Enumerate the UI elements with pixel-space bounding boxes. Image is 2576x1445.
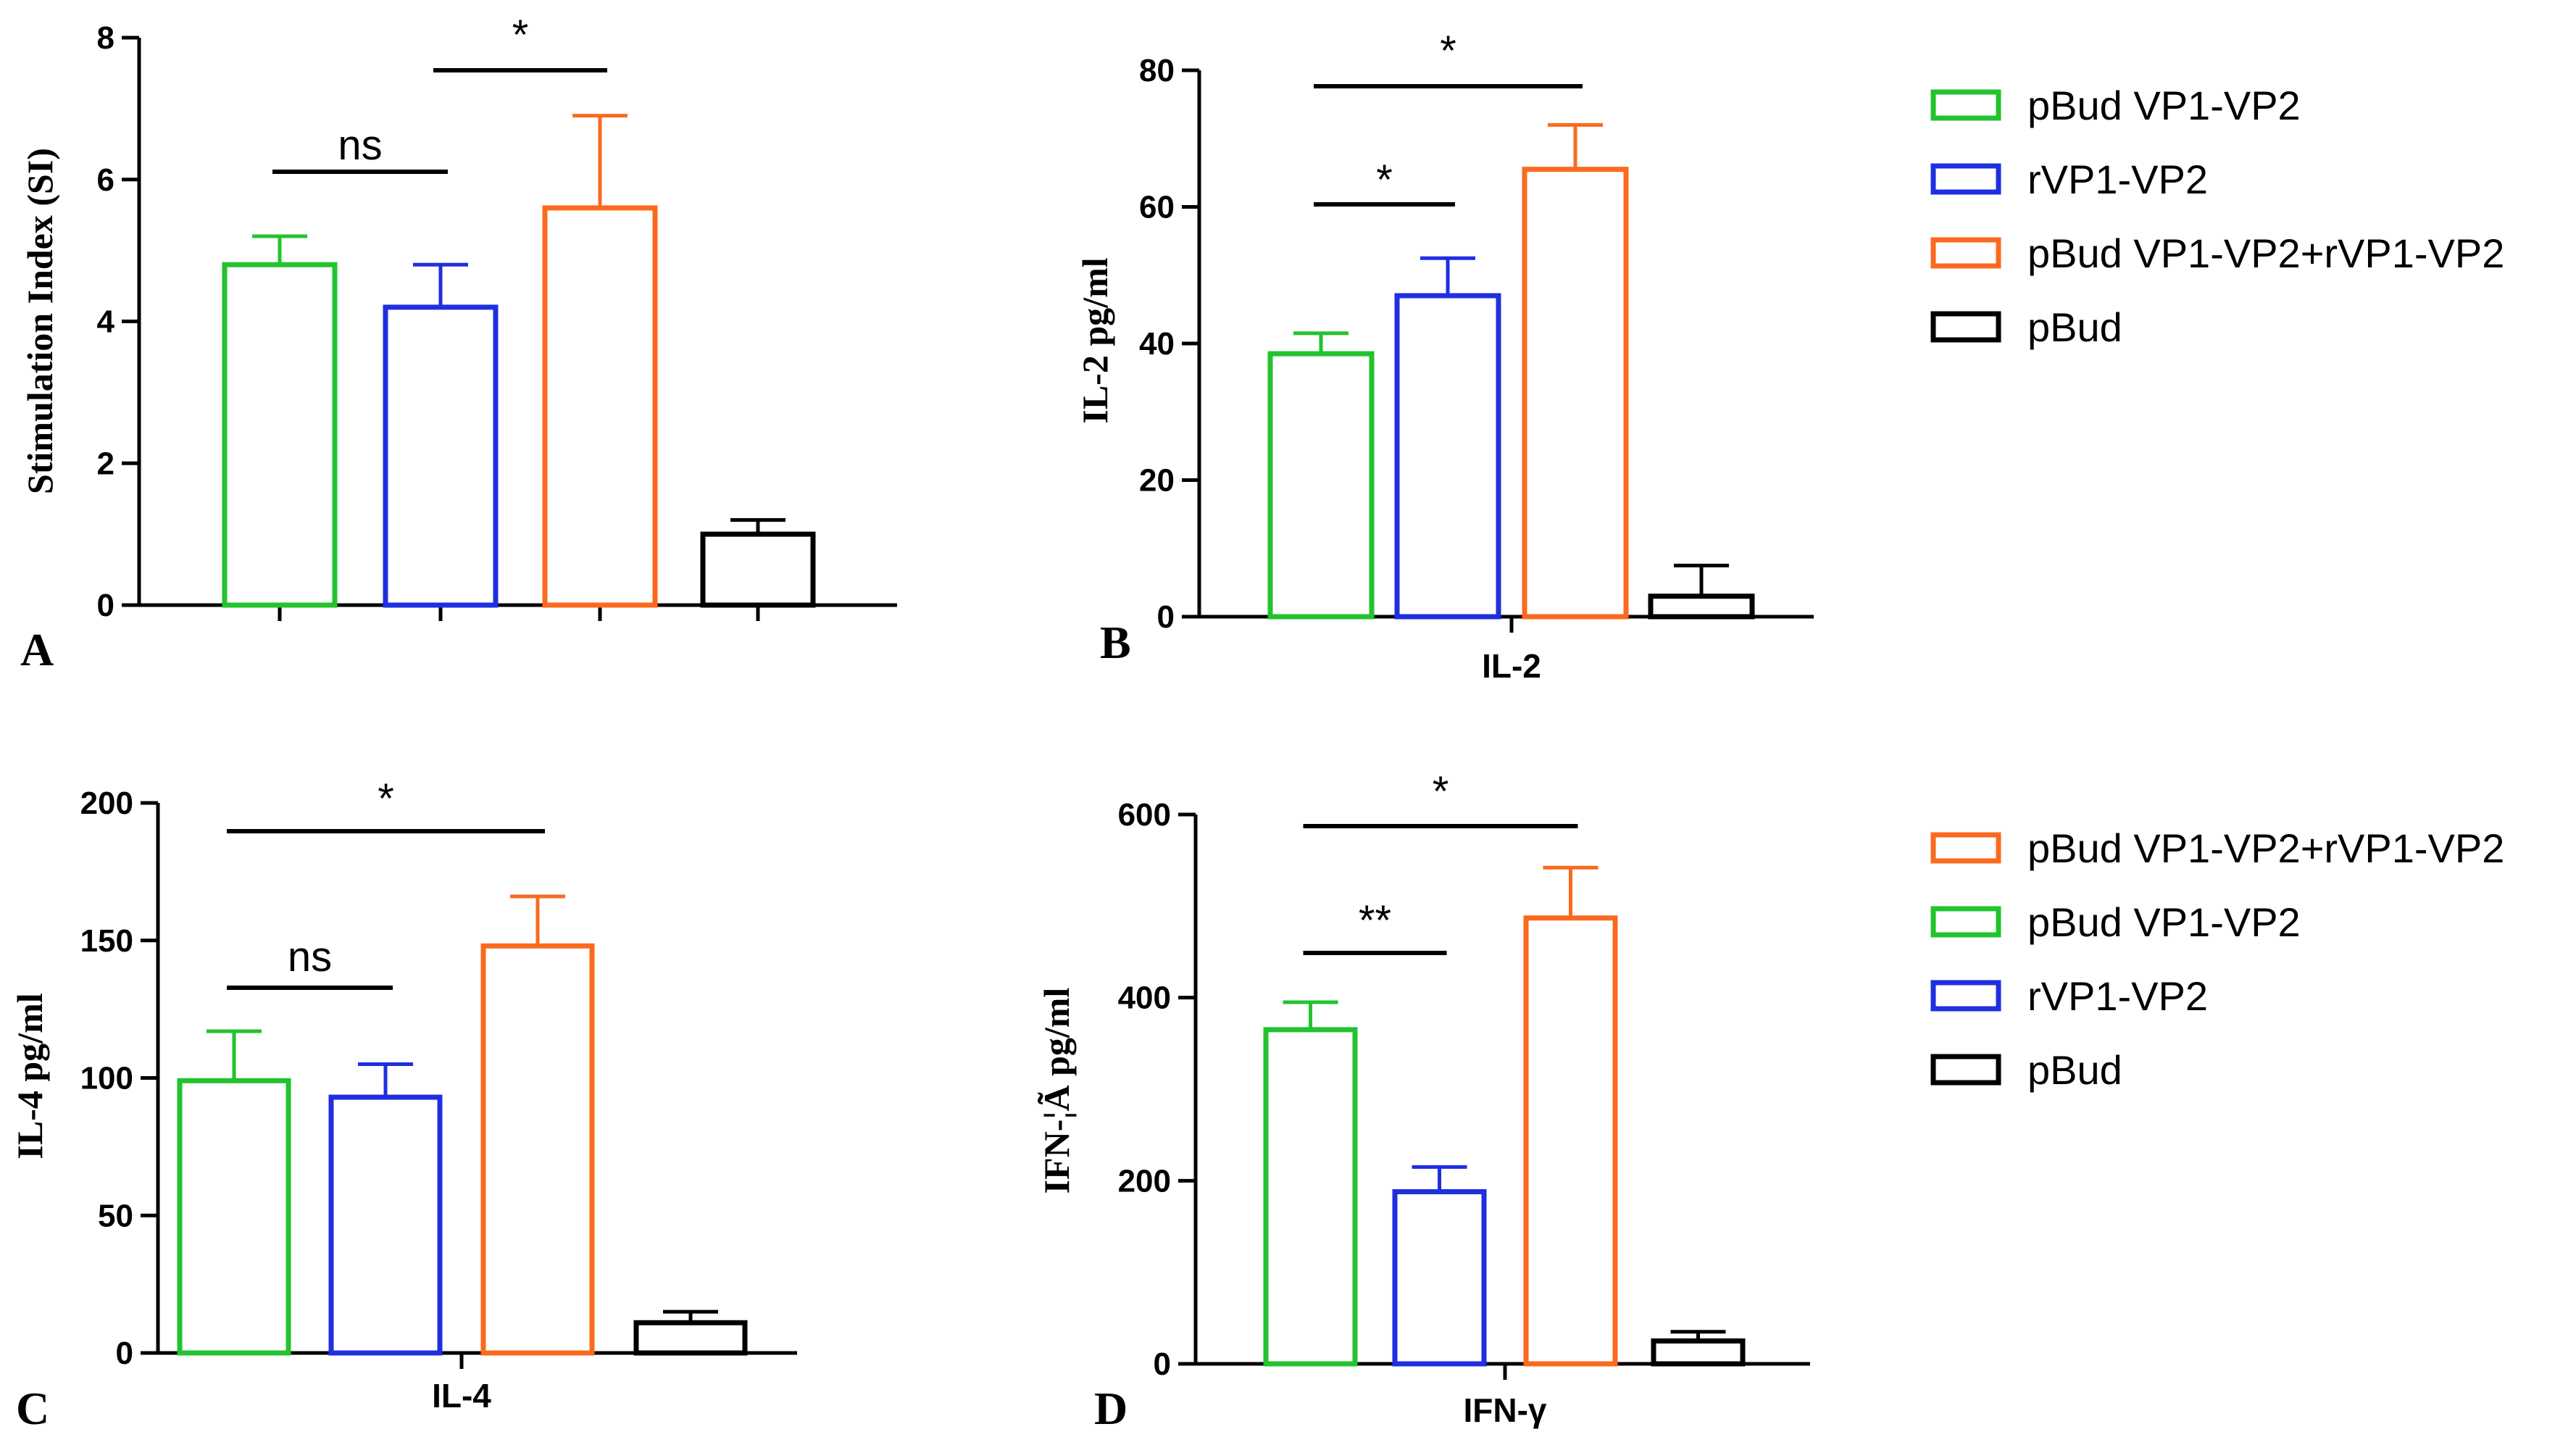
- y-axis-label: IFN-¦Ã pg/ml: [1036, 988, 1077, 1194]
- significance-label: ns: [288, 933, 332, 980]
- bar: [1651, 1338, 1746, 1367]
- chart-panel-b: 0 20 40 60 80 * * IL-2 pg/ml IL-2 B: [1075, 28, 1814, 685]
- legend-swatch: [1930, 1054, 2001, 1086]
- bar: [1648, 594, 1755, 620]
- bar: [633, 1320, 748, 1356]
- y-axis-label: IL-4 pg/ml: [9, 993, 50, 1159]
- x-axis-label: IFN-γ: [1464, 1391, 1547, 1429]
- panel-letter: B: [1100, 617, 1131, 668]
- y-tick-label: 40: [1139, 326, 1175, 362]
- legend-swatch: [1930, 89, 2001, 121]
- significance-label: **: [1359, 897, 1391, 944]
- y-tick-label: 200: [1118, 1163, 1171, 1199]
- legend-label: pBud VP1-VP2: [2027, 899, 2301, 945]
- bar: [328, 1094, 443, 1356]
- legend-swatch: [1930, 163, 2001, 195]
- y-tick-label: 0: [1157, 599, 1175, 635]
- significance-label: *: [1440, 28, 1456, 75]
- bar: [1394, 293, 1501, 620]
- significance-label: *: [1433, 768, 1449, 815]
- bar: [1263, 1027, 1358, 1367]
- y-tick-label: 80: [1139, 53, 1175, 88]
- legend-swatch: [1930, 237, 2001, 269]
- significance-label: *: [378, 775, 394, 823]
- y-tick-label: 0: [97, 588, 114, 623]
- legend-label: pBud VP1-VP2: [2027, 83, 2301, 128]
- x-axis-label: IL-4: [432, 1377, 491, 1415]
- y-tick-label: 2: [97, 446, 114, 481]
- significance-label: *: [512, 12, 529, 59]
- panel-letter: C: [16, 1383, 49, 1434]
- y-axis-label: Stimulation Index (SI): [20, 148, 60, 494]
- y-tick-label: 400: [1118, 980, 1171, 1016]
- panel-letter: A: [20, 624, 54, 675]
- legend-label: pBud VP1-VP2+rVP1-VP2: [2027, 825, 2504, 871]
- y-tick-label: 150: [80, 923, 133, 959]
- chart-panel-a: 0 2 4 6 8 ns * Stimulation Index (SI) A: [20, 12, 897, 675]
- legend-label: rVP1-VP2: [2027, 973, 2208, 1019]
- y-tick-label: 0: [1154, 1346, 1171, 1382]
- panel-letter: D: [1094, 1383, 1127, 1434]
- y-tick-label: 0: [116, 1336, 133, 1371]
- legend-label: pBud VP1-VP2+rVP1-VP2: [2027, 230, 2504, 276]
- significance-label: ns: [338, 122, 382, 169]
- bar: [1523, 915, 1618, 1367]
- bar: [222, 262, 338, 608]
- bar: [383, 304, 499, 608]
- significance-label: *: [1376, 157, 1393, 204]
- legend-swatch: [1930, 906, 2001, 938]
- bar: [542, 205, 658, 608]
- y-tick-label: 200: [80, 786, 133, 821]
- y-tick-label: 600: [1118, 797, 1171, 833]
- y-tick-label: 20: [1139, 463, 1175, 499]
- chart-panel-c: 0 50 100 150 200 ns * IL-4 pg/ml IL-4 C: [9, 775, 797, 1434]
- legend-2: pBud VP1-VP2+rVP1-VP2 pBud VP1-VP2 rVP1-VP…: [1930, 825, 2504, 1093]
- legend-label: pBud: [2027, 304, 2122, 350]
- x-axis-label: IL-2: [1482, 647, 1541, 685]
- y-tick-label: 4: [97, 304, 115, 340]
- legend-swatch: [1930, 832, 2001, 864]
- y-tick-label: 100: [80, 1061, 133, 1096]
- bar: [480, 943, 595, 1356]
- bar: [700, 531, 816, 608]
- legend-swatch: [1930, 980, 2001, 1012]
- y-tick-label: 50: [98, 1198, 133, 1233]
- y-tick-label: 8: [97, 20, 114, 56]
- bar: [177, 1078, 291, 1356]
- bar: [1522, 167, 1629, 620]
- bar: [1267, 351, 1375, 620]
- y-tick-label: 6: [97, 162, 114, 198]
- y-axis-label: IL-2 pg/ml: [1075, 257, 1115, 423]
- legend-label: rVP1-VP2: [2027, 157, 2208, 202]
- legend-1: pBud VP1-VP2 rVP1-VP2 pBud VP1-VP2+rVP1-VP…: [1930, 83, 2504, 350]
- legend-swatch: [1930, 311, 2001, 343]
- legend-label: pBud: [2027, 1047, 2122, 1093]
- y-tick-label: 60: [1139, 190, 1175, 225]
- bar: [1392, 1188, 1487, 1367]
